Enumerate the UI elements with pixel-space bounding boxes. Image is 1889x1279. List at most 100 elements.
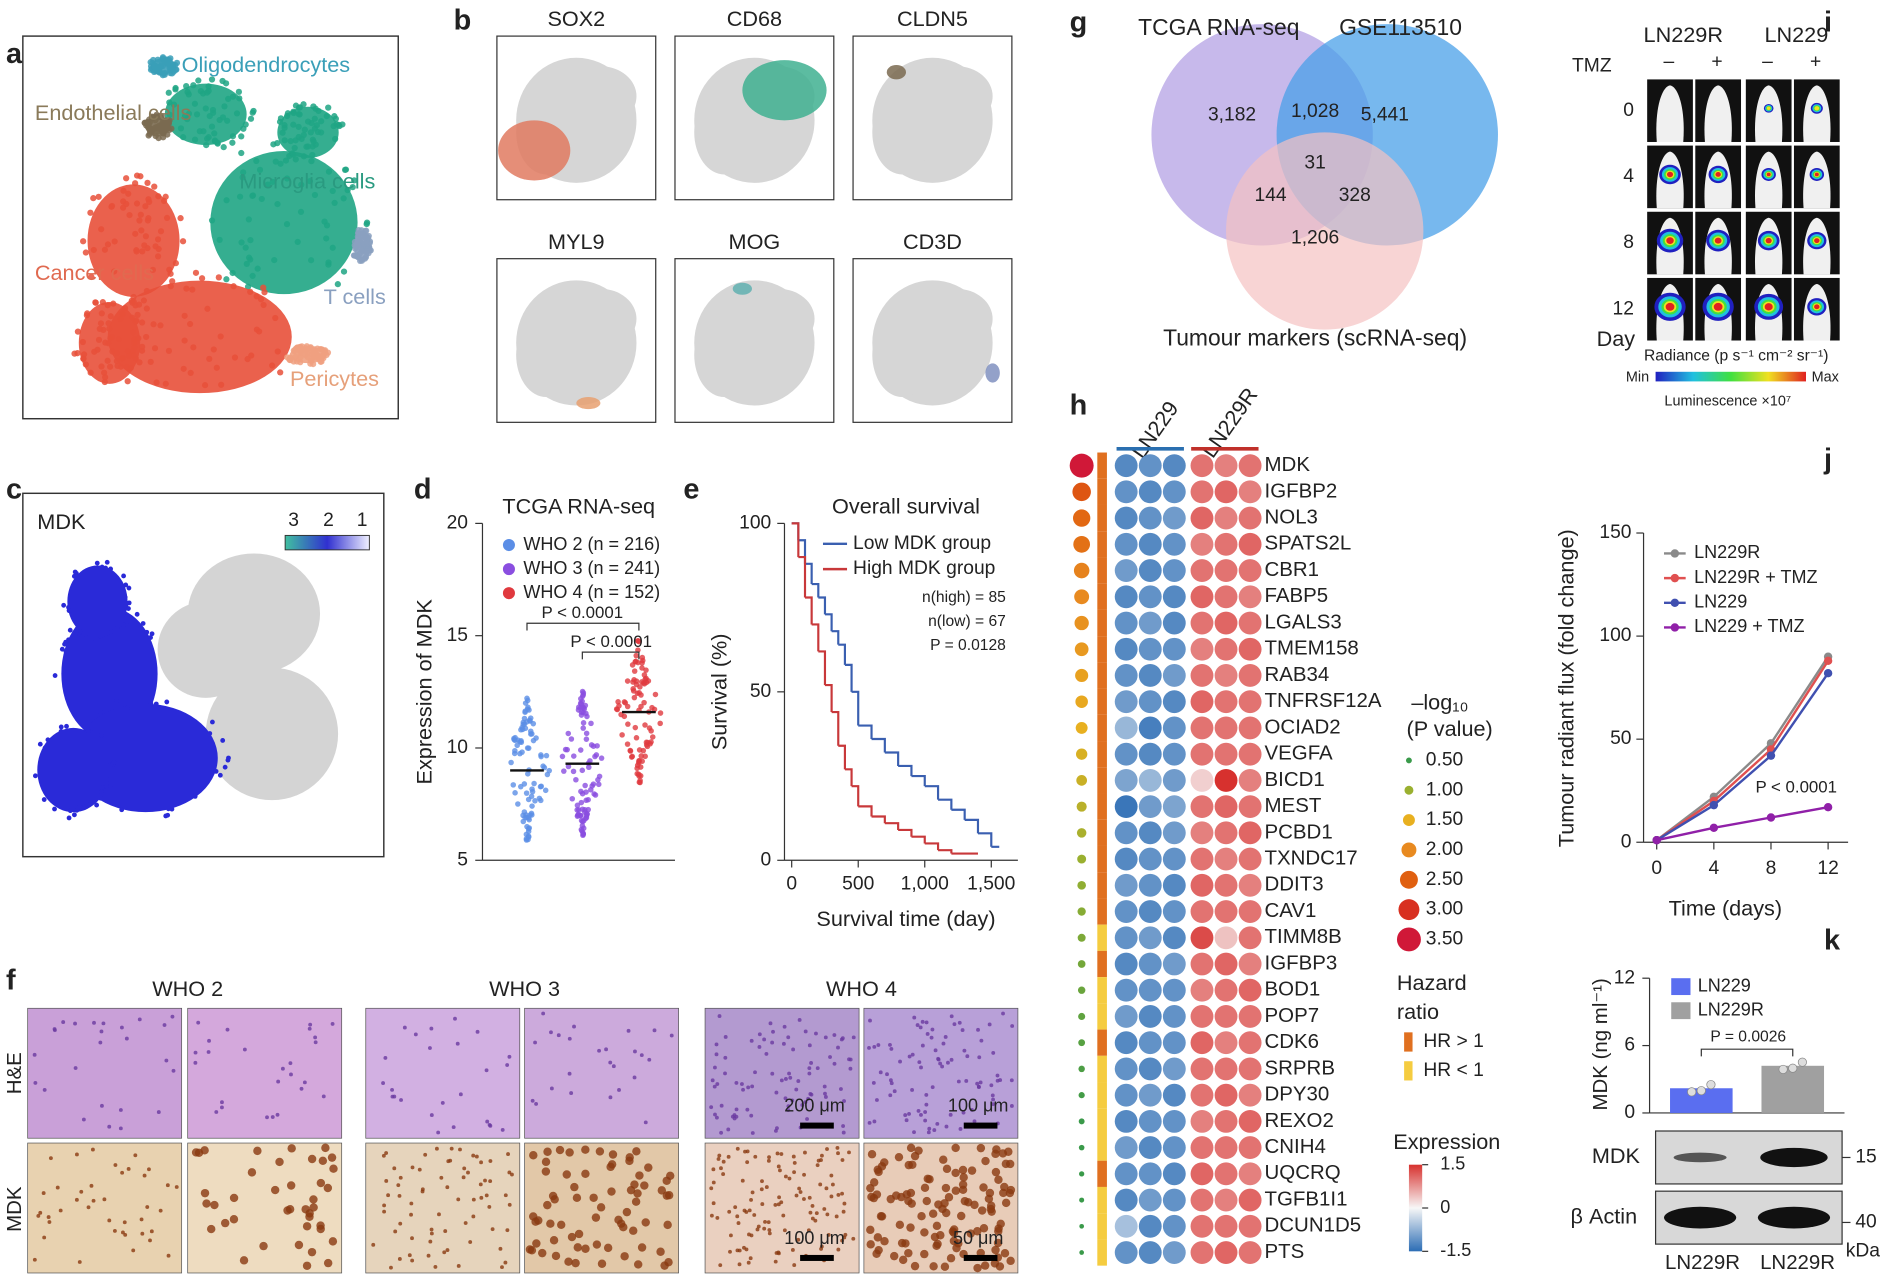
survival-step	[911, 774, 926, 787]
nucleus	[750, 1190, 755, 1195]
nucleus	[990, 1259, 1000, 1268]
hazard-cell	[1097, 714, 1107, 742]
nucleus	[625, 1153, 634, 1162]
nucleus	[750, 1131, 755, 1135]
heatmap-cell	[1238, 847, 1262, 871]
hazard-cell	[1097, 819, 1107, 846]
marker-label: 15	[1855, 1147, 1876, 1168]
swarm-dot	[523, 836, 530, 842]
heatmap-cell	[1114, 506, 1138, 530]
cell-dot	[126, 600, 132, 606]
replicate-dot	[1696, 1086, 1706, 1096]
gene-title: SOX2	[547, 6, 605, 31]
hazard-cell	[1097, 872, 1107, 899]
nucleus	[32, 1257, 37, 1262]
heatmap-cell	[1114, 1188, 1138, 1212]
cell-dot	[98, 795, 103, 801]
nucleus	[328, 1237, 338, 1246]
cell-cloud	[157, 601, 254, 698]
nucleus	[443, 1229, 448, 1234]
heatmap-cell	[1214, 690, 1238, 714]
nucleus	[949, 1225, 959, 1234]
legend-dot	[502, 563, 515, 576]
cell-dot	[88, 799, 94, 805]
nucleus	[302, 1080, 307, 1085]
swarm-dot	[631, 694, 638, 701]
nucleus	[302, 1261, 312, 1270]
cell-type-label: Oligodendrocytes	[182, 52, 351, 77]
nucleus	[770, 1040, 775, 1045]
bracket	[526, 622, 640, 631]
nucleus	[571, 1258, 580, 1268]
nucleus	[994, 1175, 1003, 1184]
nucleus	[210, 1200, 219, 1210]
survival-step	[964, 818, 980, 834]
histology-image	[27, 1142, 183, 1274]
nucleus	[820, 1153, 824, 1158]
nucleus	[930, 1232, 940, 1242]
cell-dot	[222, 764, 228, 770]
hazard-cell	[1097, 1213, 1107, 1240]
cell-dot	[64, 723, 69, 729]
nucleus	[581, 1145, 590, 1154]
swarm-dot	[657, 710, 664, 716]
survival-step	[884, 751, 900, 766]
nucleus	[878, 1070, 883, 1075]
heatmap-cell	[1114, 1162, 1138, 1186]
nucleus	[229, 1193, 239, 1203]
p-value-dot	[1075, 668, 1089, 683]
nucleus	[397, 1193, 402, 1198]
nucleus	[832, 1033, 837, 1037]
nucleus	[924, 1102, 929, 1107]
gene-label: RAB34	[1265, 663, 1330, 686]
nucleus	[895, 1220, 905, 1230]
nucleus	[944, 1193, 954, 1202]
nucleus	[202, 1199, 211, 1208]
nucleus	[737, 1262, 742, 1267]
cell-dot	[99, 785, 105, 791]
swarm-dot	[583, 736, 590, 742]
nucleus	[307, 1154, 317, 1164]
nucleus	[569, 1091, 574, 1096]
survival-step	[844, 768, 853, 787]
heatmap-cell	[1214, 1057, 1238, 1081]
nucleus	[788, 1075, 793, 1080]
lane-label: LN229R	[1665, 1251, 1740, 1274]
heatmap-cell	[1138, 585, 1162, 609]
nucleus	[549, 1236, 559, 1245]
nucleus	[479, 1160, 483, 1165]
cell-dot	[229, 139, 236, 146]
nucleus	[929, 1262, 938, 1271]
survival-step	[938, 849, 953, 854]
nucleus	[740, 1178, 745, 1183]
survival-step	[884, 822, 900, 830]
p-value-dot	[1079, 1223, 1085, 1229]
cell-dot	[238, 133, 245, 140]
cell-dot	[166, 806, 171, 812]
nucleus	[796, 1079, 801, 1084]
swarm-dot	[624, 741, 631, 747]
heatmap-cell	[1238, 690, 1262, 714]
heatmap-cell	[1138, 716, 1162, 740]
nucleus	[392, 1166, 397, 1171]
heatmap-cell	[1214, 821, 1238, 845]
swarm-dot	[578, 799, 585, 806]
cell-dot	[172, 802, 178, 808]
p-value-dot	[1076, 828, 1087, 838]
scale-bar-label: 100 μm	[784, 1228, 845, 1248]
heatmap-cell	[1138, 1214, 1162, 1238]
heatmap-cell	[1114, 664, 1138, 687]
cell-dot	[274, 139, 281, 147]
nucleus	[606, 1162, 615, 1172]
y-tick-label: 0	[1624, 1102, 1635, 1123]
cell-cluster	[87, 184, 180, 297]
heatmap-cell	[1114, 532, 1138, 556]
swarm-dot	[522, 708, 529, 714]
nucleus	[726, 1154, 731, 1159]
survival-step	[844, 663, 853, 692]
cell-cloud	[920, 66, 993, 127]
nucleus	[936, 1057, 941, 1062]
survival-step	[791, 522, 800, 558]
nucleus	[193, 1050, 198, 1055]
nucleus	[932, 1221, 942, 1231]
